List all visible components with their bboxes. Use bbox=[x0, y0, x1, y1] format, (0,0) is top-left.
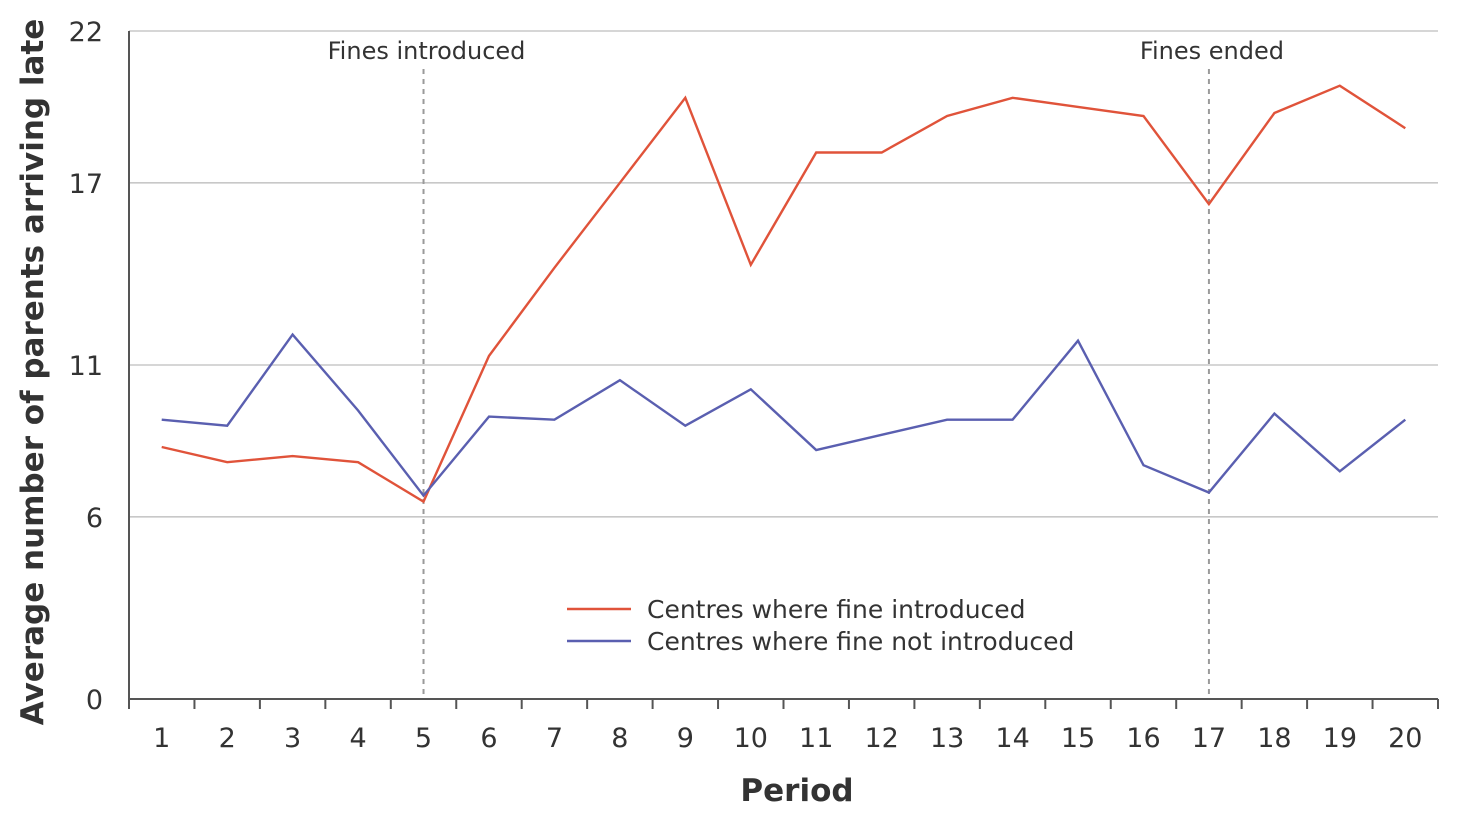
x-tick-label: 8 bbox=[611, 723, 628, 754]
annotation-lines: Fines introduced Fines ended bbox=[328, 37, 1284, 699]
series-line bbox=[161, 84, 1406, 504]
y-tick-label: 17 bbox=[69, 169, 103, 200]
x-tick-label: 14 bbox=[995, 723, 1029, 754]
y-axis-title: Average number of parents arriving late bbox=[15, 19, 51, 726]
x-tick-label: 3 bbox=[284, 723, 301, 754]
x-tick-label: 7 bbox=[546, 723, 563, 754]
legend-label: Centres where fine not introduced bbox=[647, 627, 1074, 656]
x-tick-label: 11 bbox=[799, 723, 833, 754]
legend: Centres where fine introduced Centres whe… bbox=[567, 595, 1074, 656]
series-line bbox=[161, 332, 1407, 498]
x-tick-label: 2 bbox=[219, 723, 236, 754]
x-tick-label: 17 bbox=[1192, 723, 1226, 754]
x-tick-label: 10 bbox=[734, 723, 768, 754]
x-tick-label: 16 bbox=[1126, 723, 1160, 754]
x-tick-label: 9 bbox=[677, 723, 694, 754]
x-tick-label: 12 bbox=[864, 723, 898, 754]
x-tick-label: 15 bbox=[1061, 723, 1095, 754]
annotation-label: Fines introduced bbox=[328, 37, 526, 65]
x-tick-label: 13 bbox=[930, 723, 964, 754]
y-tick-label: 22 bbox=[69, 17, 103, 48]
x-tick-label: 18 bbox=[1257, 723, 1291, 754]
annotation-label: Fines ended bbox=[1140, 37, 1284, 65]
y-tick-label: 0 bbox=[86, 685, 103, 716]
data-series bbox=[161, 84, 1407, 504]
x-tick-label: 19 bbox=[1323, 723, 1357, 754]
x-axis-title: Period bbox=[740, 773, 853, 809]
x-tick-label: 5 bbox=[415, 723, 432, 754]
x-tick-label: 20 bbox=[1388, 723, 1422, 754]
y-tick-label: 6 bbox=[86, 503, 103, 534]
x-tick-label: 4 bbox=[349, 723, 366, 754]
y-tick-label: 11 bbox=[69, 351, 103, 382]
x-tick-label: 1 bbox=[153, 723, 170, 754]
grid-lines bbox=[129, 30, 1438, 518]
legend-label: Centres where fine introduced bbox=[647, 595, 1026, 624]
x-tick-label: 6 bbox=[480, 723, 497, 754]
